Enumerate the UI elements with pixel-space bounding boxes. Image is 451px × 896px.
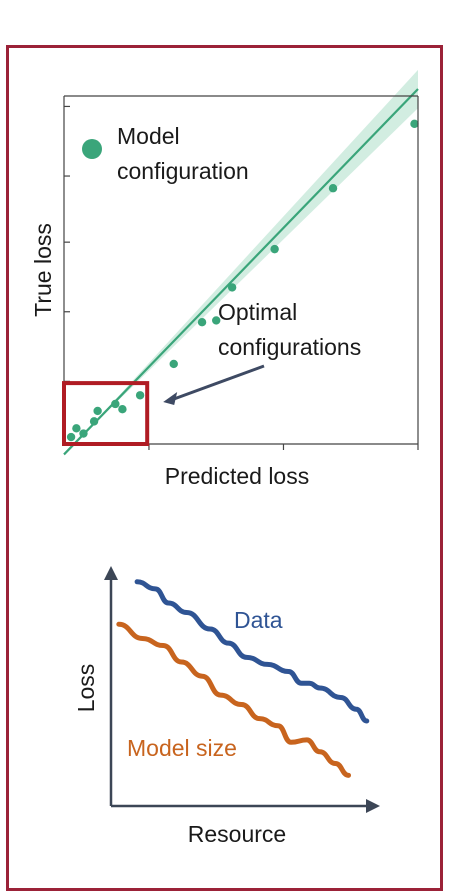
scatter-point bbox=[79, 429, 88, 438]
scatter-point bbox=[118, 405, 127, 414]
scatter-point bbox=[89, 417, 99, 426]
scatter-point bbox=[227, 283, 237, 292]
line-chart-y-axis-label: Loss bbox=[73, 664, 99, 713]
scatter-point bbox=[66, 432, 76, 442]
line-x-axis-arrowhead bbox=[366, 799, 380, 813]
scatter-points bbox=[66, 119, 419, 442]
fit-line bbox=[63, 88, 419, 456]
scatter-point bbox=[135, 391, 145, 400]
legend-label-line1: Model bbox=[117, 123, 180, 149]
line-y-axis-arrowhead bbox=[104, 566, 118, 580]
series-label-data: Data bbox=[234, 607, 283, 633]
data-series-line bbox=[134, 579, 370, 724]
line-series bbox=[116, 579, 370, 778]
model-size-series-line bbox=[116, 621, 352, 778]
annotation-line2: configurations bbox=[218, 334, 361, 360]
scatter-point bbox=[197, 318, 207, 327]
confidence-band-shape bbox=[64, 69, 418, 456]
scatter-point bbox=[93, 406, 102, 416]
arrow-shaft bbox=[170, 364, 265, 402]
scatter-x-axis-label: Predicted loss bbox=[165, 463, 309, 489]
scatter-point bbox=[169, 359, 178, 369]
scatter-point bbox=[212, 316, 221, 325]
resource-loss-chart: Data Model size Resource Loss bbox=[73, 566, 380, 847]
line-chart-axes bbox=[104, 566, 380, 813]
optimal-region-box bbox=[62, 381, 150, 447]
legend-marker bbox=[82, 139, 102, 159]
scatter-point bbox=[72, 424, 81, 433]
optimal-region-rect bbox=[62, 381, 150, 447]
scatter-point bbox=[410, 119, 419, 129]
scatter-chart: Model configuration Optimal configuratio… bbox=[30, 69, 419, 489]
arrow-head bbox=[163, 392, 178, 405]
legend-label-line2: configuration bbox=[117, 158, 249, 184]
scatter-point bbox=[328, 184, 338, 193]
line-chart-x-axis-label: Resource bbox=[188, 821, 286, 847]
fit-confidence-band bbox=[64, 69, 418, 456]
annotation-arrow bbox=[163, 364, 265, 405]
scatter-point bbox=[270, 244, 279, 254]
annotation-line1: Optimal bbox=[218, 299, 297, 325]
scatter-point bbox=[111, 399, 120, 409]
fit-line-path bbox=[63, 88, 419, 456]
figure-frame bbox=[6, 45, 443, 891]
scatter-y-axis-label: True loss bbox=[30, 223, 56, 317]
series-label-model-size: Model size bbox=[127, 735, 237, 761]
